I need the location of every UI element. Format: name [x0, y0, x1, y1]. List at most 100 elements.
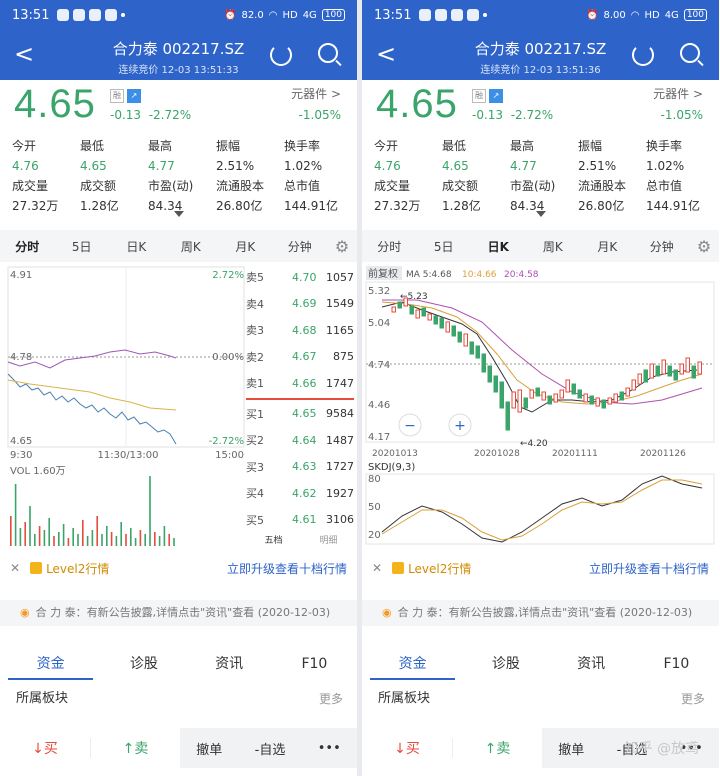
zoom-out-button[interactable]: [398, 413, 422, 437]
close-icon[interactable]: ✕: [372, 561, 383, 575]
ask-qty: 1057: [326, 270, 354, 284]
gear-icon[interactable]: ⚙: [334, 236, 350, 256]
level2-label: Level2行情: [408, 561, 472, 576]
screen-divider: [357, 0, 362, 776]
chart-tabs: 分时 5日 日K 周K 月K 分钟 ⚙: [0, 230, 357, 262]
more-link[interactable]: 更多: [680, 692, 705, 706]
bid-qty: 1927: [326, 486, 354, 500]
volume-bar: [130, 528, 132, 546]
adjust-label[interactable]: 前复权: [368, 267, 398, 280]
tab-monthly[interactable]: 月K: [235, 239, 256, 254]
stat-label: 振幅: [216, 139, 241, 153]
share-icon[interactable]: ↗: [489, 89, 503, 103]
sell-label: 卖: [134, 741, 149, 757]
tab-five-levels[interactable]: 五档: [264, 536, 283, 546]
change-pct: -2.72%: [148, 108, 192, 122]
buy-button[interactable]: ↓买: [362, 738, 452, 758]
stat-value: 26.80亿: [216, 199, 263, 213]
tab-funds[interactable]: 资金: [370, 648, 456, 680]
ask-label: 卖3: [246, 324, 264, 338]
tab-minute[interactable]: 分钟: [649, 239, 674, 254]
announcement-bar[interactable]: ◉ 合 力 泰：有新公告披露,详情点击"资讯"查看 (2020-12-03): [0, 600, 357, 626]
skdj-label: SKDJ(9,3): [368, 462, 415, 473]
tab-funds[interactable]: 资金: [8, 648, 94, 680]
volume-bar: [163, 526, 166, 546]
candle: [541, 391, 546, 401]
cancel-order-button[interactable]: 撤单: [196, 742, 223, 758]
net-speed: 82.0: [241, 9, 264, 21]
upgrade-link[interactable]: 立即升级查看十档行情: [226, 561, 347, 576]
tab-weekly[interactable]: 周K: [180, 239, 201, 254]
volume-bar: [173, 538, 175, 546]
order-book: 卖5 4.70 1057 卖4 4.69 1549 卖3 4.68 1165 卖2 4.67 8…: [246, 264, 354, 533]
search-icon[interactable]: [318, 43, 338, 63]
tab-minute[interactable]: 分钟: [287, 239, 312, 254]
intraday-chart[interactable]: 4.91 4.78 4.65 2.72% 0.00% -2.72% 9:30 1…: [0, 262, 357, 550]
volume-bar: [29, 506, 31, 546]
candle: [625, 387, 630, 397]
tab-intraday[interactable]: 分时: [15, 239, 40, 254]
expand-icon[interactable]: [174, 211, 184, 217]
tab-monthly[interactable]: 月K: [597, 239, 618, 254]
candle: [553, 393, 558, 403]
sell-button[interactable]: ↑卖: [452, 738, 542, 758]
search-icon[interactable]: [680, 43, 700, 63]
sector-link[interactable]: 元器件 >: [291, 87, 341, 101]
upgrade-link[interactable]: 立即升级查看十档行情: [588, 561, 709, 576]
back-icon[interactable]: <: [14, 40, 35, 68]
kline-chart[interactable]: 前复权 MA 5:4.68 10:4.66 20:4.58 5.32 5.04 …: [362, 262, 719, 550]
kdj-level-20: 20: [368, 530, 381, 541]
tab-5day[interactable]: 5日: [71, 239, 92, 254]
screen-intraday: 13:51 ⏰ 82.0 ◠ HD 4G 100 < 合力泰 002217.SZ…: [0, 0, 357, 776]
tab-weekly[interactable]: 周K: [542, 239, 563, 254]
tab-diagnosis[interactable]: 诊股: [129, 656, 158, 672]
candle: [409, 305, 414, 315]
tab-diagnosis[interactable]: 诊股: [491, 656, 520, 672]
zoom-in-button[interactable]: [448, 413, 472, 437]
stat-value: 84.34: [510, 199, 545, 213]
tab-intraday[interactable]: 分时: [377, 239, 402, 254]
add-watchlist-button[interactable]: -自选: [616, 742, 648, 758]
cancel-order-button[interactable]: 撤单: [558, 742, 585, 758]
candle: [439, 317, 444, 329]
close-icon[interactable]: ✕: [10, 561, 21, 575]
tab-daily[interactable]: 日K: [126, 239, 147, 254]
refresh-icon[interactable]: [270, 44, 292, 66]
expand-icon[interactable]: [536, 211, 546, 217]
more-link[interactable]: 更多: [318, 692, 343, 706]
kdj-d-line: [381, 479, 703, 541]
chart-tabs: 分时 5日 日K 周K 月K 分钟 ⚙: [362, 230, 719, 262]
candle: [529, 389, 534, 399]
back-icon[interactable]: <: [376, 40, 397, 68]
volume-bar: [110, 532, 113, 546]
share-icon[interactable]: ↗: [127, 89, 141, 103]
tab-5day[interactable]: 5日: [433, 239, 454, 254]
volume-bar: [115, 536, 118, 546]
sell-button[interactable]: ↑卖: [90, 738, 180, 758]
gear-icon[interactable]: ⚙: [696, 236, 712, 256]
tab-details[interactable]: 明细: [319, 536, 338, 546]
refresh-icon[interactable]: [632, 44, 654, 66]
more-menu-button[interactable]: •••: [317, 740, 341, 756]
sector-link[interactable]: 元器件 >: [653, 87, 703, 101]
stat-value: 2.51%: [216, 159, 255, 173]
tab-f10[interactable]: F10: [301, 656, 328, 672]
stat-label: 今开: [374, 139, 399, 153]
stats-grid: 今开 最低 最高 振幅 换手率 4.76 4.65 4.77 2.51% 1.02% 成交量 成交…: [374, 136, 714, 216]
add-watchlist-button[interactable]: -自选: [254, 742, 286, 758]
status-bar: 13:51 ⏰ 8.00 ◠ HD 4G 100: [362, 0, 719, 30]
more-menu-button[interactable]: •••: [679, 740, 703, 756]
tab-daily[interactable]: 日K: [487, 239, 509, 254]
app-icon: [73, 9, 86, 21]
volume-bar: [34, 534, 36, 546]
candle: [457, 331, 462, 343]
tab-news[interactable]: 资讯: [577, 656, 606, 672]
announcement-bar[interactable]: ◉ 合 力 泰：有新公告披露,详情点击"资讯"查看 (2020-12-03): [362, 600, 719, 626]
pct-line: [7, 349, 177, 369]
buy-button[interactable]: ↓买: [0, 738, 90, 758]
tab-news[interactable]: 资讯: [215, 656, 244, 672]
order-book-tabs: 五档 明细: [246, 533, 356, 546]
tab-f10[interactable]: F10: [663, 656, 690, 672]
sector-change: -1.05%: [298, 108, 341, 122]
action-bar: ↓买 ↑卖 撤单 -自选 •••: [362, 728, 719, 768]
